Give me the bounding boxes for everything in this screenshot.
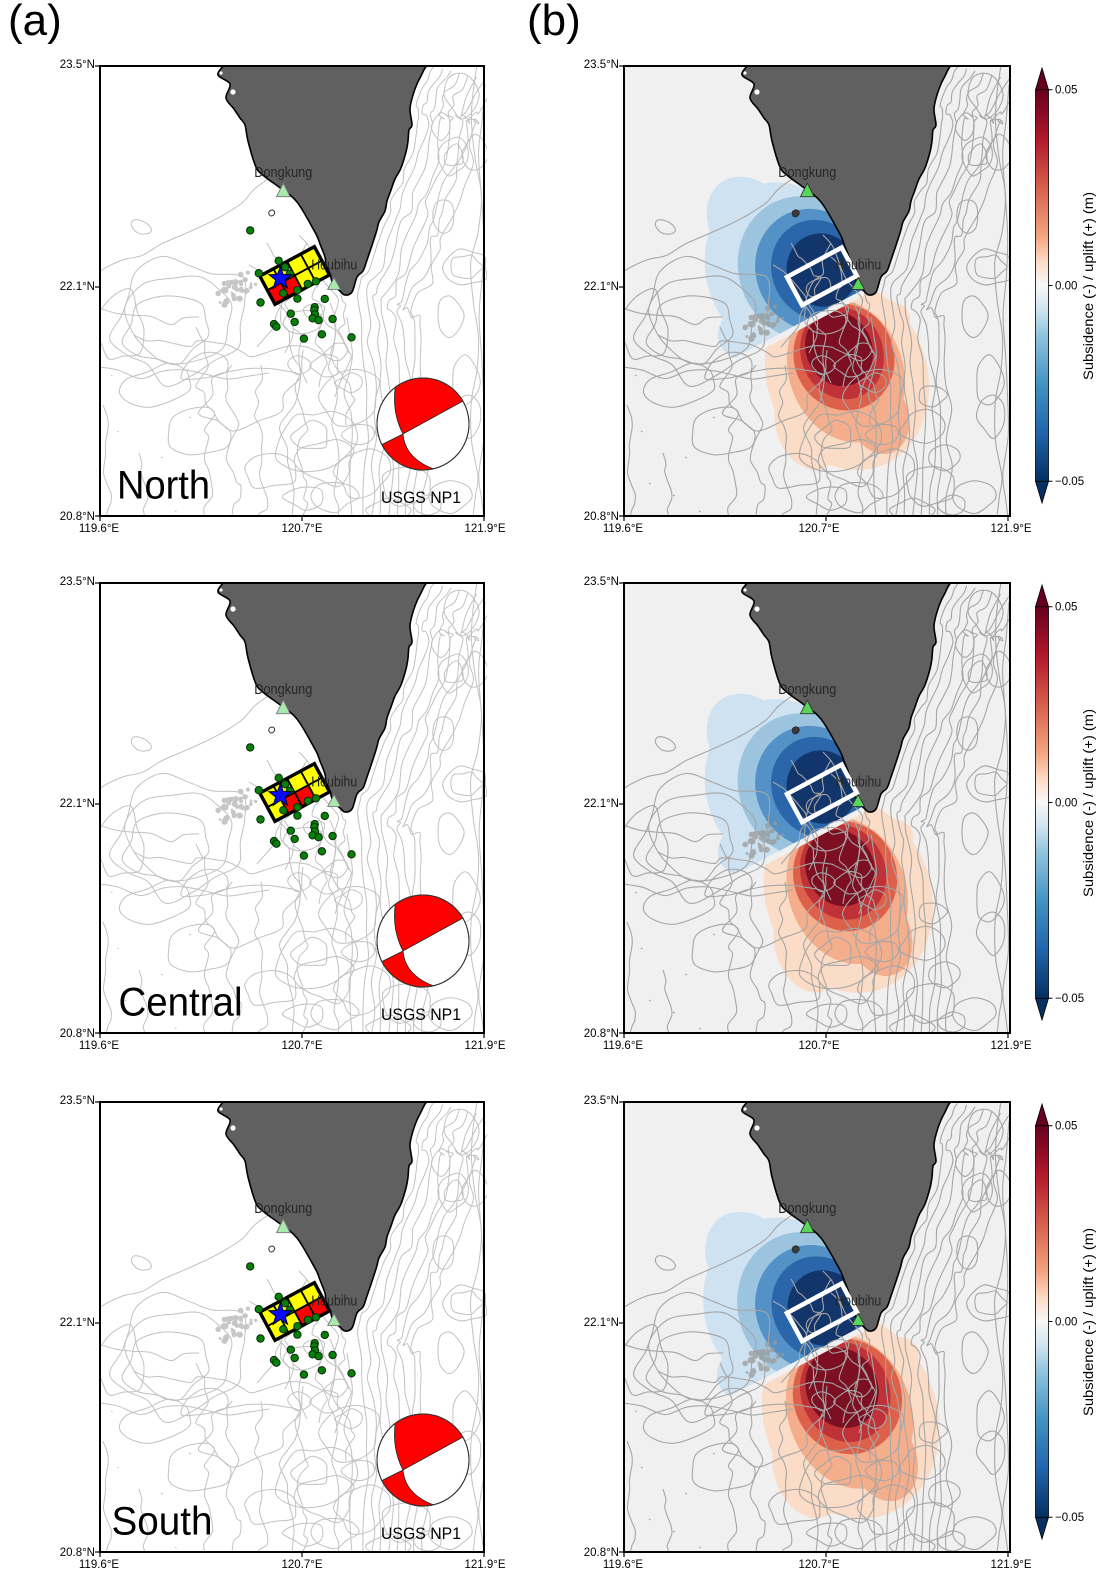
svg-text:Houbihu: Houbihu	[835, 775, 881, 791]
svg-text:USGS NP1: USGS NP1	[381, 489, 461, 507]
svg-text:South: South	[112, 1500, 213, 1544]
svg-text:USGS NP1: USGS NP1	[381, 1525, 461, 1543]
svg-text:Dongkung: Dongkung	[254, 165, 312, 181]
svg-text:0.05: 0.05	[1055, 85, 1077, 97]
svg-text:Houbihu: Houbihu	[311, 258, 357, 274]
svg-text:Subsidence (-) / uplift (+) (m: Subsidence (-) / uplift (+) (m)	[1081, 192, 1096, 380]
svg-text:−0.05: −0.05	[1055, 1512, 1084, 1524]
svg-text:USGS NP1: USGS NP1	[381, 1006, 461, 1024]
svg-text:0.00: 0.00	[1055, 1316, 1077, 1328]
svg-text:0.05: 0.05	[1055, 602, 1077, 614]
svg-text:0.05: 0.05	[1055, 1121, 1077, 1133]
svg-text:Houbihu: Houbihu	[311, 775, 357, 791]
svg-text:0.00: 0.00	[1055, 797, 1077, 809]
svg-text:Dongkung: Dongkung	[778, 165, 836, 181]
svg-text:Dongkung: Dongkung	[778, 1201, 836, 1217]
svg-text:Houbihu: Houbihu	[835, 258, 881, 274]
svg-text:Central: Central	[119, 981, 243, 1025]
svg-text:Subsidence (-) / uplift (+) (m: Subsidence (-) / uplift (+) (m)	[1081, 709, 1096, 897]
svg-text:North: North	[117, 464, 210, 508]
svg-text:Houbihu: Houbihu	[835, 1294, 881, 1310]
svg-text:0.00: 0.00	[1055, 280, 1077, 292]
svg-text:Subsidence (-) / uplift (+) (m: Subsidence (-) / uplift (+) (m)	[1081, 1228, 1096, 1416]
svg-text:−0.05: −0.05	[1055, 993, 1084, 1005]
svg-text:Houbihu: Houbihu	[311, 1294, 357, 1310]
svg-text:Dongkung: Dongkung	[254, 1201, 312, 1217]
svg-text:Dongkung: Dongkung	[778, 682, 836, 698]
svg-text:−0.05: −0.05	[1055, 476, 1084, 488]
svg-text:Dongkung: Dongkung	[254, 682, 312, 698]
